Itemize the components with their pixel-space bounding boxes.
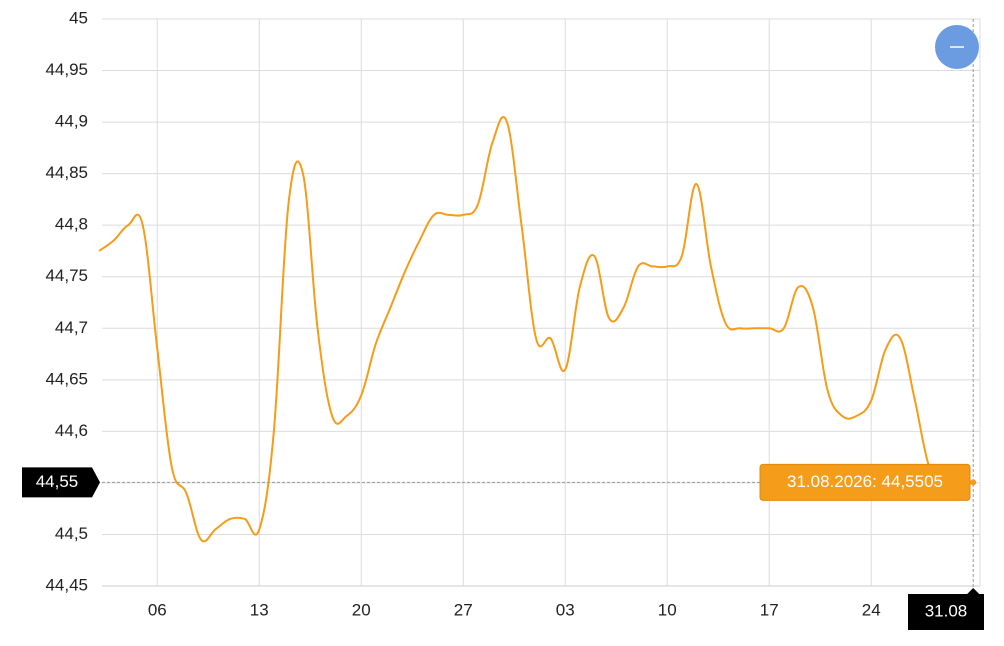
crosshair-x-box (908, 588, 984, 630)
tooltip-box (759, 463, 971, 501)
y-tick-label: 44,45 (45, 575, 88, 594)
crosshair-x-label: 31.08 (908, 588, 984, 630)
x-tick-label: 03 (556, 600, 575, 619)
crosshair-x-text: 31.08 (925, 601, 968, 620)
y-tick-label: 44,8 (55, 215, 88, 234)
x-tick-label: 06 (148, 600, 167, 619)
x-tick-label: 27 (454, 600, 473, 619)
crosshair-y-text: 44,55 (36, 472, 79, 491)
y-tick-label: 45 (69, 8, 88, 27)
crosshair-point (970, 479, 977, 486)
y-tick-label: 44,65 (45, 369, 88, 388)
y-tick-label: 44,95 (45, 60, 88, 79)
x-tick-label: 17 (760, 600, 779, 619)
tooltip: 31.08.2026: 44,5505 (759, 463, 971, 501)
crosshair-y-label: 44,55 (22, 467, 100, 498)
x-tick-label: 20 (352, 600, 371, 619)
y-tick-label: 44,6 (55, 421, 88, 440)
y-tick-label: 44,75 (45, 266, 88, 285)
y-tick-label: 44,5 (55, 524, 88, 543)
x-tick-label: 24 (862, 600, 881, 619)
y-tick-label: 44,9 (55, 112, 88, 131)
line-series (98, 115, 974, 543)
y-tick-label: 44,7 (55, 318, 88, 337)
zoom-button[interactable] (935, 25, 979, 69)
x-tick-label: 13 (250, 600, 269, 619)
crosshair-y-box (22, 467, 100, 498)
x-tick-label: 10 (658, 600, 677, 619)
tooltip-text: 31.08.2026: 44,5505 (787, 472, 943, 491)
y-tick-label: 44,85 (45, 163, 88, 182)
